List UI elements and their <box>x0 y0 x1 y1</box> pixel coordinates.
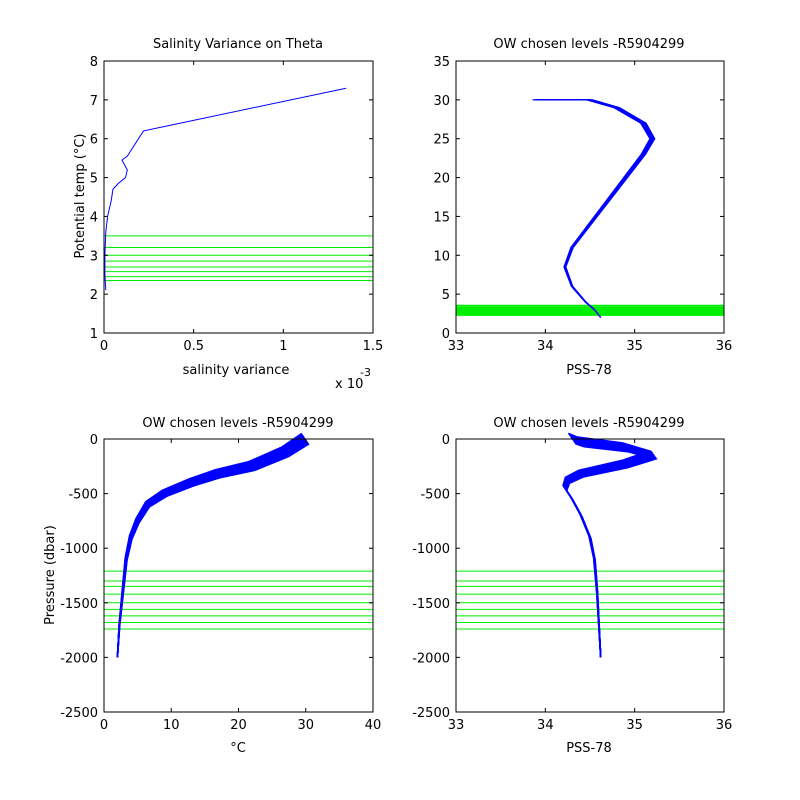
panel-salinity-pressure: OW chosen levels -R5904299 PSS-78 33 34 35… <box>412 416 732 756</box>
plot-area: 33 34 35 36 0 5 10 15 20 25 30 35 <box>433 55 732 354</box>
y-tick-label: 6 <box>90 133 98 148</box>
series-line <box>116 432 303 658</box>
x-tick-label: 20 <box>230 718 247 733</box>
panel-title: Salinity Variance on Theta <box>153 37 323 52</box>
panel-title: OW chosen levels -R5904299 <box>493 37 684 52</box>
y-tick-label: 5 <box>90 172 98 187</box>
x-tick-label: 33 <box>448 339 465 354</box>
x-tick-label: 30 <box>297 718 314 733</box>
x-tick-label: 10 <box>163 718 180 733</box>
y-tick-label: 5 <box>442 288 450 303</box>
y-tick-label: 8 <box>90 55 98 70</box>
y-tick-label: 15 <box>433 210 450 225</box>
panel-salinity-variance: Salinity Variance on Theta salinity vari… <box>73 37 383 392</box>
series-line <box>116 443 310 658</box>
y-axis-label: Pressure (dbar) <box>43 525 58 625</box>
x-exponent-base: x 10 <box>335 377 363 392</box>
series-line <box>535 99 653 318</box>
x-axis-label: PSS-78 <box>566 363 612 378</box>
y-tick-label: -2000 <box>60 651 98 666</box>
y-tick-label: 0 <box>442 433 450 448</box>
panel-temperature-pressure: OW chosen levels -R5904299 °C Pressure (… <box>43 416 381 756</box>
y-tick-label: 25 <box>433 133 450 148</box>
x-exponent-power: -3 <box>360 366 371 379</box>
y-tick-label: 30 <box>433 94 450 109</box>
x-tick-label: 1.5 <box>363 339 384 354</box>
series-line <box>116 436 306 658</box>
plot-area: 0 0.5 1 1.5 1 2 3 4 5 6 7 8 <box>90 55 384 354</box>
panel-salinity-theta: OW chosen levels -R5904299 PSS-78 33 34 35… <box>433 37 732 378</box>
x-tick-label: 35 <box>626 718 643 733</box>
y-tick-label: 4 <box>90 210 98 225</box>
axes-frame <box>103 438 374 713</box>
y-tick-label: -500 <box>420 488 450 503</box>
series-line <box>534 99 652 318</box>
y-tick-label: -1500 <box>60 597 98 612</box>
y-tick-label: -1500 <box>412 597 450 612</box>
series-line <box>116 434 304 658</box>
panel-title: OW chosen levels -R5904299 <box>142 416 333 431</box>
axes-frame <box>455 60 725 334</box>
series-line <box>116 433 303 658</box>
series-line <box>116 435 304 658</box>
series-line <box>533 99 651 318</box>
y-tick-label: -500 <box>68 488 98 503</box>
x-tick-label: 0 <box>100 718 108 733</box>
series-line <box>565 443 658 658</box>
x-axis-label: °C <box>230 741 246 756</box>
y-tick-label: 0 <box>90 433 98 448</box>
x-tick-label: 33 <box>448 718 465 733</box>
y-tick-label: 3 <box>90 249 98 264</box>
series-line <box>532 99 651 318</box>
y-tick-label: -1000 <box>60 542 98 557</box>
series-line <box>104 87 347 291</box>
axes-frame <box>103 60 374 334</box>
y-tick-label: -1000 <box>412 542 450 557</box>
y-tick-label: 1 <box>90 327 98 342</box>
y-axis-label: Potential temp (°C) <box>73 134 88 259</box>
plot-area: 33 34 35 36 -2500 -2000 -1500 -1000 -500 0 <box>412 432 733 733</box>
axes-frame <box>455 438 725 713</box>
x-tick-label: 36 <box>716 339 733 354</box>
series-line <box>536 99 654 318</box>
series-line <box>539 99 656 318</box>
plot-area: 0 10 20 30 40 -2500 -2000 -1500 -1000 -500 0 <box>60 432 382 733</box>
series-line <box>534 99 652 318</box>
series-line <box>537 99 654 318</box>
x-tick-label: 34 <box>537 718 554 733</box>
series-line <box>536 99 654 318</box>
x-tick-label: 36 <box>716 718 733 733</box>
y-tick-label: 10 <box>433 249 450 264</box>
x-axis-label: salinity variance <box>183 363 290 378</box>
panel-title: OW chosen levels -R5904299 <box>493 416 684 431</box>
x-tick-label: 1 <box>279 339 287 354</box>
y-tick-label: 0 <box>442 327 450 342</box>
series-line <box>116 435 305 658</box>
y-tick-label: -2500 <box>60 706 98 721</box>
series-line <box>535 99 653 318</box>
x-tick-label: 35 <box>626 339 643 354</box>
x-tick-label: 0 <box>100 339 108 354</box>
y-tick-label: 20 <box>433 172 450 187</box>
x-tick-label: 40 <box>365 718 382 733</box>
x-axis-label: PSS-78 <box>566 741 612 756</box>
y-tick-label: 7 <box>90 94 98 109</box>
series-line <box>539 99 656 318</box>
series-line <box>538 99 655 318</box>
series-line <box>538 99 655 318</box>
y-tick-label: -2500 <box>412 706 450 721</box>
y-tick-label: 35 <box>433 55 450 70</box>
x-tick-label: 0.5 <box>183 339 204 354</box>
series-line <box>533 99 652 318</box>
y-tick-label: 2 <box>90 288 98 303</box>
y-tick-label: -2000 <box>412 651 450 666</box>
x-tick-label: 34 <box>537 339 554 354</box>
